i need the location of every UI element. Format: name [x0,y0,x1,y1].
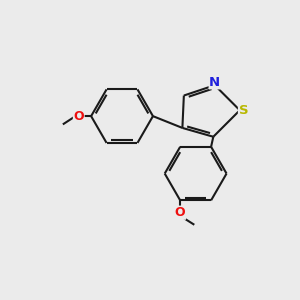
Text: O: O [175,206,185,219]
Text: N: N [209,76,220,89]
Text: O: O [74,110,84,123]
Text: S: S [238,104,248,117]
